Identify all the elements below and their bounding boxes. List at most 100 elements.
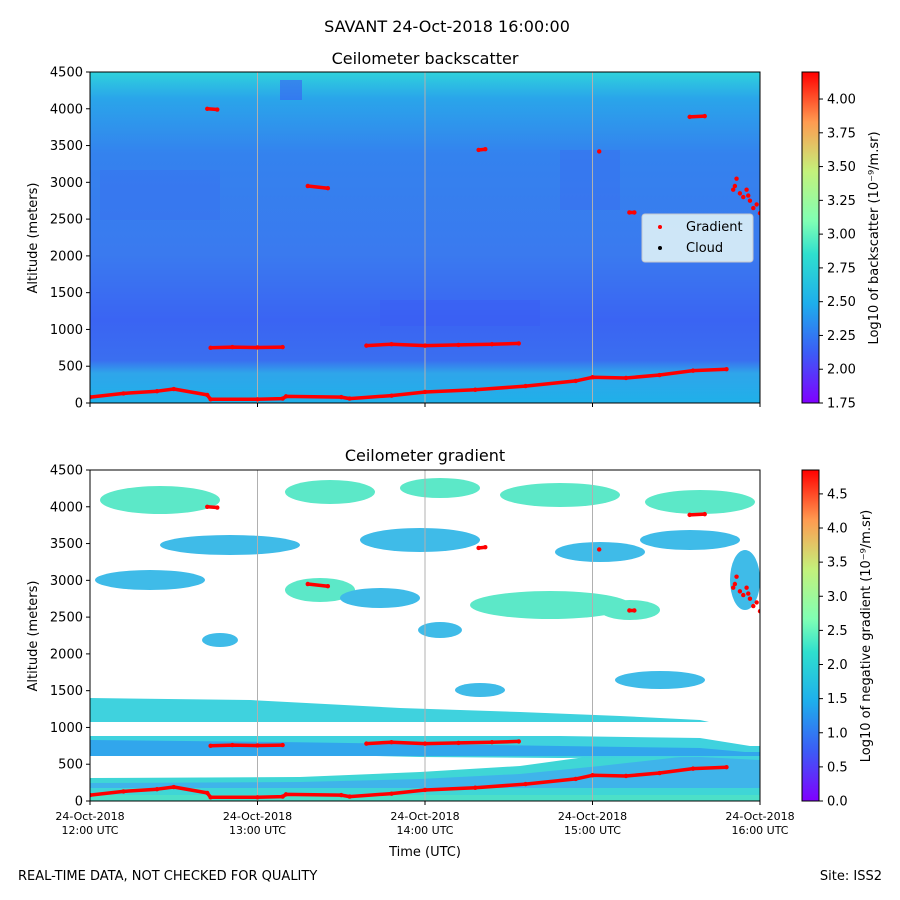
gradient-point [516,739,521,744]
gradient-point [255,397,260,402]
gradient-point [389,393,394,398]
gradient-panel: Ceilometer gradient [26,446,874,860]
gradient-point [205,106,210,111]
gradient-point [305,183,310,189]
gradient-point [171,784,176,790]
backscatter-x-axis [89,403,761,407]
gradient-point [205,504,210,509]
gradient-point [473,785,478,790]
gradient-point [389,341,394,347]
colorbar-tick-label: 2.50 [827,295,856,310]
gradient-point [724,764,729,770]
gradient-point [347,396,352,401]
gradient-line [689,114,705,119]
gradient-point [590,773,595,778]
gradient-colorbar [801,469,820,802]
legend: Gradient Cloud [641,213,754,263]
gradient-point [171,386,176,392]
colorbar-tick-label: 0.0 [827,795,848,810]
gradient-point [154,389,160,394]
gradient-title: Ceilometer gradient [345,446,505,465]
y-tick-label: 2000 [50,249,83,264]
gradient-point [456,342,461,348]
gradient-point [632,210,637,215]
gradient-point [627,608,632,613]
gradient-point [734,176,739,181]
gradient-point [597,149,602,154]
gradient-point [339,394,344,400]
gradient-point [732,183,738,189]
gradient-point [657,770,662,776]
gradient-point [255,795,260,800]
gradient-point [483,545,488,550]
gradient-point [230,344,235,350]
gradient-point [422,741,428,746]
gradient-point [255,345,260,350]
y-tick-label: 4000 [50,102,83,117]
gradient-point [702,113,707,119]
y-tick-label: 3500 [50,139,83,154]
gradient-point [724,366,729,372]
colorbar-tick-label: 1.5 [827,692,848,707]
gradient-point [230,742,235,748]
backscatter-title: Ceilometer backscatter [332,49,519,68]
x-tick-label: 24-Oct-2018 [55,810,124,823]
gradient-point [737,589,743,594]
colorbar-tick-label: 3.0 [827,590,848,605]
colorbar-tick-label: 3.25 [827,194,856,209]
gradient-point [347,794,352,799]
colorbar-tick-label: 3.00 [827,228,856,243]
gradient-point [205,790,210,796]
gradient-line [210,345,283,350]
colorbar-tick-label: 3.75 [827,126,856,141]
colorbar-tick-label: 4.5 [827,487,848,502]
gradient-point [473,387,478,392]
gradient-point [422,787,428,793]
gradient-point [205,392,210,398]
gradient-point [597,547,602,552]
gradient-point [747,198,753,203]
colorbar-tick-label: 3.5 [827,556,848,571]
x-tick-label: 15:00 UTC [564,824,621,837]
gradient-point [280,396,285,401]
gradient-point [364,741,369,746]
gradient-point [747,596,753,601]
gradient-point [389,791,394,796]
gradient-point [732,581,738,587]
gradient-point [657,372,662,378]
gradient-point [208,397,213,402]
footer-quality-note: REAL-TIME DATA, NOT CHECKED FOR QUALITY [18,869,318,884]
backscatter-colorbar-label: Log10 of backscatter (10⁻⁹/m.sr) [867,131,882,344]
gradient-point [746,193,751,198]
gradient-y-axis: 0 500 1000 1500 2000 2500 3000 3500 4000 4500 [50,464,90,810]
gradient-point [741,592,746,598]
gradient-point [305,581,310,587]
y-tick-label: 500 [58,360,83,375]
y-tick-label: 1000 [50,721,83,736]
colorbar-tick-label: 1.75 [827,397,856,412]
y-tick-label: 3500 [50,537,83,552]
y-tick-label: 1000 [50,323,83,338]
colorbar-tick-label: 1.0 [827,726,848,741]
gradient-point [476,545,481,551]
y-tick-label: 4500 [50,66,83,81]
backscatter-colorbar-ticks: 1.75 2.00 2.25 2.50 2.75 3.00 3.25 3.50 3.75 4.00 [819,93,856,412]
gradient-point [627,210,632,215]
gradient-point [573,378,578,384]
gradient-point [687,512,692,518]
gradient-y-label: Altitude (meters) [26,581,41,692]
y-tick-label: 500 [58,758,83,773]
gradient-point [215,107,220,112]
colorbar-tick-label: 2.25 [827,329,856,344]
legend-cloud-marker [658,246,662,250]
gradient-point [215,505,220,510]
gradient-point [744,585,749,590]
backscatter-colorbar [801,71,820,404]
gradient-point [746,591,751,596]
gradient-line [307,582,329,588]
gradient-point [690,368,696,373]
gradient-point [757,609,760,614]
gradient-point [255,743,260,748]
gradient-point [623,375,629,381]
